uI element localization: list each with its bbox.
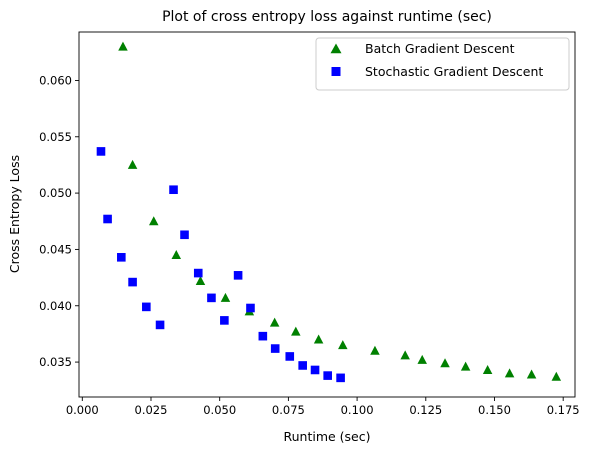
y-tick-label: 0.055 xyxy=(39,130,72,144)
plot-area xyxy=(97,42,561,383)
x-tick-label: 0.050 xyxy=(203,403,236,417)
x-axis: 0.000 0.025 0.050 0.075 0.100 0.125 0.150 0.175 xyxy=(66,397,580,417)
batch-gd-point xyxy=(128,160,138,169)
legend-marker-sgd xyxy=(332,67,341,76)
sgd-point xyxy=(220,316,229,325)
sgd-point xyxy=(156,321,165,330)
batch-gd-point xyxy=(400,350,410,359)
sgd-point xyxy=(207,294,216,303)
sgd-point xyxy=(285,352,294,361)
batch-gd-point xyxy=(483,365,493,374)
y-axis-label: Cross Entropy Loss xyxy=(7,155,22,273)
sgd-point xyxy=(194,269,203,278)
sgd-point xyxy=(246,304,255,313)
batch-gd-point xyxy=(417,355,427,364)
batch-gd-point xyxy=(172,250,182,259)
y-axis: 0.035 0.040 0.045 0.050 0.055 0.060 xyxy=(39,73,79,369)
x-axis-label: Runtime (sec) xyxy=(283,429,370,444)
x-tick-label: 0.075 xyxy=(272,403,305,417)
x-tick-label: 0.175 xyxy=(547,403,580,417)
sgd-point xyxy=(311,366,320,375)
x-tick-label: 0.000 xyxy=(66,403,99,417)
sgd-point xyxy=(259,332,268,341)
batch-gd-point xyxy=(505,368,514,377)
batch-gd-point xyxy=(291,327,301,336)
batch-gd-point xyxy=(440,358,450,367)
sgd-point xyxy=(128,278,137,287)
batch-gd-point xyxy=(552,372,562,381)
batch-gd-point xyxy=(118,42,128,51)
batch-gd-point xyxy=(370,346,380,355)
x-tick-label: 0.125 xyxy=(409,403,442,417)
chart-title: Plot of cross entropy loss against runti… xyxy=(162,9,492,25)
sgd-point xyxy=(298,361,307,370)
legend: Batch Gradient Descent Stochastic Gradie… xyxy=(316,38,569,90)
sgd-point xyxy=(336,374,345,383)
sgd-point xyxy=(180,230,189,239)
sgd-point xyxy=(169,185,178,194)
legend-label-batch: Batch Gradient Descent xyxy=(365,41,515,56)
sgd-point xyxy=(271,344,280,353)
x-tick-label: 0.150 xyxy=(478,403,511,417)
batch-gd-point xyxy=(314,335,324,344)
legend-label-sgd: Stochastic Gradient Descent xyxy=(365,64,543,79)
batch-gd-point xyxy=(221,293,231,302)
sgd-point xyxy=(142,303,151,312)
sgd-point xyxy=(234,271,243,280)
batch-gd-point xyxy=(338,340,348,349)
y-tick-label: 0.035 xyxy=(39,355,72,369)
x-tick-label: 0.025 xyxy=(135,403,168,417)
x-tick-label: 0.100 xyxy=(341,403,374,417)
sgd-point xyxy=(117,253,126,262)
sgd-point xyxy=(103,215,112,224)
y-tick-label: 0.050 xyxy=(39,186,72,200)
batch-gd-point xyxy=(149,216,159,225)
y-tick-label: 0.045 xyxy=(39,242,72,256)
batch-gd-point xyxy=(461,362,471,371)
sgd-point xyxy=(97,147,106,156)
y-tick-label: 0.060 xyxy=(39,73,72,87)
y-tick-label: 0.040 xyxy=(39,299,72,313)
batch-gd-point xyxy=(270,318,280,327)
sgd-point xyxy=(323,371,332,380)
batch-gd-point xyxy=(527,369,537,378)
